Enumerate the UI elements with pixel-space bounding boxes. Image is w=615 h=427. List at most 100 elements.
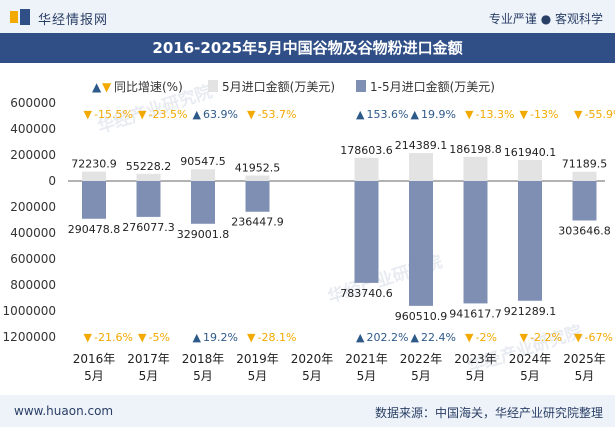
monthly-value-label: 72230.9	[71, 158, 117, 171]
title-bar: 2016-2025年5月中国谷物及谷物粉进口金额	[0, 33, 615, 63]
x-tick-month-label: 5月	[302, 369, 322, 383]
monthly-value-label: 178603.6	[340, 144, 393, 157]
yoy-up-arrow-icon: ▲	[411, 108, 420, 121]
yoy-down-arrow-icon: ▼	[84, 108, 93, 121]
cumulative-value-label: 329001.8	[177, 228, 230, 241]
cumulative-value-label: 290478.8	[68, 223, 121, 236]
yoy-up-arrow-icon: ▲	[193, 108, 202, 121]
y-tick-label: 400000	[10, 122, 56, 136]
monthly-yoy-label: 153.6%	[367, 108, 409, 121]
monthly-yoy-label: -13%	[530, 108, 558, 121]
yoy-up-arrow-icon: ▲	[356, 331, 365, 344]
cumulative-value-label: 236447.9	[231, 216, 284, 229]
cumulative-yoy-label: 22.4%	[421, 331, 456, 344]
x-tick-year-label: 2022年	[400, 352, 443, 366]
cumulative-bar	[518, 181, 542, 301]
monthly-yoy-label: -53.7%	[258, 108, 297, 121]
website-link[interactable]: www.huaon.com	[14, 404, 114, 418]
cumulative-value-label: 941617.7	[449, 307, 502, 320]
monthly-bar	[136, 173, 161, 181]
x-tick-year-label: 2016年	[73, 352, 116, 366]
chart-area: 华经产业研究院 华经产业研究院 华经产业研究院 ▲ ▼ 同比增速(%) 5月进口金额(万美元…	[0, 63, 615, 395]
x-tick-year-label: 2019年	[236, 352, 279, 366]
y-tick-label: 600000	[10, 96, 56, 110]
cumulative-bar	[245, 181, 270, 212]
x-tick-month-label: 5月	[466, 369, 486, 383]
y-tick-label: 800000	[10, 278, 56, 292]
yoy-down-arrow-icon: ▼	[574, 108, 583, 121]
x-tick-month-label: 5月	[193, 369, 213, 383]
cumulative-bar	[82, 181, 106, 219]
monthly-bar	[354, 157, 379, 181]
y-tick-label: 1200000	[3, 330, 56, 344]
cumulative-yoy-label: -21.6%	[94, 331, 133, 344]
monthly-value-label: 186198.8	[449, 143, 502, 156]
cumulative-bar	[136, 181, 161, 217]
brand-name: 华经情报网	[38, 13, 109, 28]
monthly-bar	[463, 156, 488, 181]
cumulative-value-label: 276077.3	[122, 221, 175, 234]
legend-monthly-label: 5月进口金额(万美元)	[222, 79, 335, 94]
x-tick-year-label: 2017年	[127, 352, 170, 366]
monthly-bar	[518, 159, 542, 181]
cumulative-bar	[354, 181, 379, 283]
yoy-down-arrow-icon: ▼	[520, 331, 529, 344]
legend-up-arrow-icon: ▲	[92, 80, 102, 94]
legend-down-arrow-icon: ▼	[102, 80, 112, 94]
monthly-value-label: 214389.1	[395, 139, 448, 152]
monthly-value-label: 90547.5	[180, 155, 226, 168]
cumulative-value-label: 783740.6	[340, 287, 393, 300]
yoy-down-arrow-icon: ▼	[247, 331, 256, 344]
monthly-bar	[245, 175, 270, 181]
cumulative-yoy-label: -67%	[585, 331, 613, 344]
cumulative-yoy-label: 19.2%	[203, 331, 238, 344]
monthly-bar	[409, 153, 433, 181]
yoy-down-arrow-icon: ▼	[465, 331, 474, 344]
x-tick-year-label: 2025年	[563, 352, 606, 366]
y-tick-label: 200000	[10, 200, 56, 214]
yoy-down-arrow-icon: ▼	[465, 108, 474, 121]
monthly-yoy-label: 19.9%	[421, 108, 456, 121]
y-tick-label: 1000000	[3, 304, 56, 318]
x-tick-year-label: 2024年	[509, 352, 552, 366]
legend-cumulative-label: 1-5月进口金额(万美元)	[370, 79, 495, 94]
cumulative-yoy-label: -28.1%	[258, 331, 297, 344]
monthly-yoy-label: -23.5%	[149, 108, 188, 121]
x-tick-month-label: 5月	[84, 369, 104, 383]
y-tick-label: 600000	[10, 252, 56, 266]
x-tick-month-label: 5月	[575, 369, 595, 383]
x-tick-year-label: 2018年	[182, 352, 225, 366]
cumulative-yoy-label: -2%	[476, 331, 497, 344]
cumulative-bar	[463, 181, 488, 304]
yoy-down-arrow-icon: ▼	[138, 331, 147, 344]
monthly-yoy-label: -13.3%	[476, 108, 515, 121]
cumulative-value-label: 303646.8	[558, 224, 611, 237]
huajing-logo-icon	[10, 9, 30, 25]
yoy-up-arrow-icon: ▲	[411, 331, 420, 344]
yoy-down-arrow-icon: ▼	[138, 108, 147, 121]
x-tick-month-label: 5月	[520, 369, 540, 383]
monthly-yoy-label: -15.5%	[94, 108, 133, 121]
x-tick-year-label: 2023年	[454, 352, 497, 366]
monthly-value-label: 71189.5	[562, 158, 608, 171]
cumulative-yoy-label: 202.2%	[367, 331, 409, 344]
monthly-bar	[82, 171, 106, 181]
yoy-down-arrow-icon: ▼	[247, 108, 256, 121]
cumulative-value-label: 921289.1	[504, 305, 557, 318]
yoy-up-arrow-icon: ▲	[356, 108, 365, 121]
x-tick-year-label: 2021年	[345, 352, 388, 366]
monthly-value-label: 161940.1	[504, 146, 557, 159]
y-tick-label: 0	[48, 174, 56, 188]
legend-cumulative-swatch	[356, 80, 366, 92]
legend-yoy-label: 同比增速(%)	[114, 80, 183, 94]
x-tick-month-label: 5月	[357, 369, 377, 383]
cumulative-bar	[572, 181, 597, 221]
monthly-bar	[191, 169, 215, 181]
cumulative-value-label: 960510.9	[395, 310, 448, 323]
x-tick-month-label: 5月	[411, 369, 431, 383]
slogan: 专业严谨 ● 客观科学	[488, 12, 603, 26]
yoy-up-arrow-icon: ▲	[193, 331, 202, 344]
yoy-down-arrow-icon: ▼	[84, 331, 93, 344]
